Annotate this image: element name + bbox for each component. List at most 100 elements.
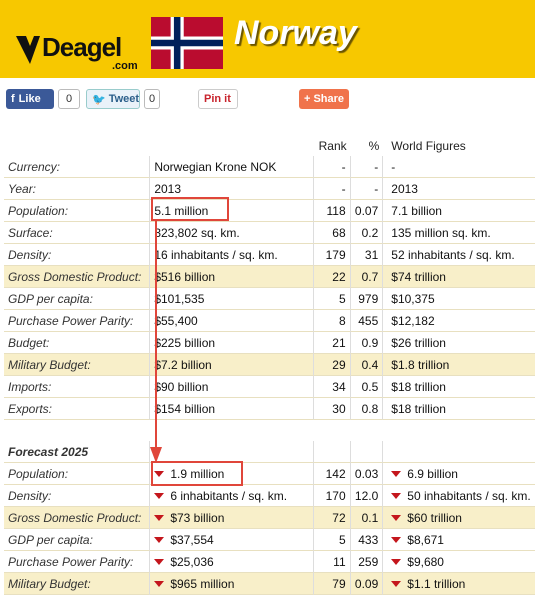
row-percent: -: [350, 156, 384, 178]
facebook-like-count: 0: [58, 89, 80, 109]
row-rank: 68: [314, 222, 351, 244]
row-rank: 5: [314, 288, 351, 310]
down-arrow-annotation: [150, 221, 162, 463]
row-label: GDP per capita:: [4, 529, 151, 551]
row-rank: 30: [314, 398, 351, 420]
row-rank: 21: [314, 332, 351, 354]
table-header-row: Rank % World Figures: [4, 135, 535, 156]
table-row: Population: 1.9 million 142 0.03 6.9 billion: [4, 463, 535, 485]
table-row: Gross Domestic Product: $516 billion 22 0.7…: [4, 266, 535, 288]
down-triangle-icon: [391, 493, 402, 500]
row-percent: -: [350, 178, 384, 200]
row-world-figure: $74 trillion: [383, 266, 535, 288]
row-label: Purchase Power Parity:: [4, 551, 151, 573]
row-label: Population:: [4, 200, 151, 222]
table-row: Budget: $225 billion 21 0.9 $26 trillion: [4, 332, 535, 354]
logo-text: Deagel: [42, 32, 122, 62]
down-triangle-icon: [391, 471, 402, 478]
down-triangle-icon: [391, 581, 402, 588]
table-row: Gross Domestic Product: $73 billion 72 0.1 $…: [4, 507, 535, 529]
row-world-figure: 2013: [383, 178, 535, 200]
share-button[interactable]: + Share: [299, 89, 349, 109]
row-percent: 31: [350, 244, 384, 266]
table-row: GDP per capita: $101,535 5 979 $10,375: [4, 288, 535, 310]
row-percent: 259: [350, 551, 384, 573]
row-value: Norwegian Krone NOK: [150, 156, 315, 178]
down-triangle-icon: [391, 515, 402, 522]
rank-column-header: Rank: [318, 138, 347, 153]
table-row: Year: 2013- -2013: [4, 178, 535, 200]
row-value: $90 billion: [150, 376, 315, 398]
table-row: Purchase Power Parity: $55,400 8 455 $12,182: [4, 310, 535, 332]
row-rank: 170: [314, 485, 351, 507]
row-label: Military Budget:: [4, 354, 151, 376]
down-triangle-icon: [154, 581, 165, 588]
row-label: Surface:: [4, 222, 151, 244]
row-rank: 22: [314, 266, 351, 288]
row-world-figure: $9,680: [383, 551, 535, 573]
row-value: 6 inhabitants / sq. km.: [150, 485, 315, 507]
table-row: Surface: 323,802 sq. km. 68 0.2 135 million …: [4, 222, 535, 244]
table-row: Currency: Norwegian Krone NOK - - -: [4, 156, 535, 178]
table-row: Population: 5.1 million 118 0.07 7.1 billion: [4, 200, 535, 222]
row-world-figure: $18 trillion: [383, 398, 535, 420]
row-label: GDP per capita:: [4, 288, 151, 310]
row-label: Exports:: [4, 398, 151, 420]
down-triangle-icon: [154, 559, 165, 566]
tweet-button[interactable]: 🐦 Tweet: [86, 89, 140, 109]
facebook-like-button[interactable]: f Like: [6, 89, 54, 109]
row-rank: 29: [314, 354, 351, 376]
row-value: $101,535: [150, 288, 315, 310]
row-rank: 34: [314, 376, 351, 398]
forecast-population-highlight-box: [151, 461, 243, 486]
row-rank: 79: [314, 573, 351, 595]
row-rank: 179: [314, 244, 351, 266]
down-triangle-icon: [154, 493, 165, 500]
down-triangle-icon: [154, 471, 165, 478]
row-value: $7.2 billion: [150, 354, 315, 376]
world-figures-column-header: World Figures: [391, 138, 466, 153]
row-label: Purchase Power Parity:: [4, 310, 151, 332]
row-label: Military Budget:: [4, 573, 151, 595]
table-row: Exports: $154 billion 30 0.8 $18 trillion: [4, 398, 535, 420]
row-label: Imports:: [4, 376, 151, 398]
row-world-figure: $8,671: [383, 529, 535, 551]
row-value: $225 billion: [150, 332, 315, 354]
row-value: 2013: [150, 178, 315, 200]
row-world-figure: $18 trillion: [383, 376, 535, 398]
row-rank: -: [314, 178, 351, 200]
row-percent: 0.8: [350, 398, 384, 420]
tweet-count: 0: [144, 89, 160, 109]
row-value: 16 inhabitants / sq. km.: [150, 244, 315, 266]
row-world-figure: $12,182: [383, 310, 535, 332]
row-rank: 11: [314, 551, 351, 573]
row-percent: 0.4: [350, 354, 384, 376]
table-row: Density: 16 inhabitants / sq. km. 179 31 52 …: [4, 244, 535, 266]
row-percent: 979: [350, 288, 384, 310]
deagel-logo[interactable]: Deagel .com: [16, 30, 146, 76]
row-value: $73 billion: [150, 507, 315, 529]
row-world-figure: 135 million sq. km.: [383, 222, 535, 244]
row-percent: 0.2: [350, 222, 384, 244]
plus-icon: +: [304, 93, 311, 105]
forecast-title: Forecast 2025: [4, 441, 151, 463]
row-label: Gross Domestic Product:: [4, 266, 151, 288]
row-rank: 8: [314, 310, 351, 332]
row-value: $55,400: [150, 310, 315, 332]
row-percent: 0.03: [350, 463, 384, 485]
pinterest-button[interactable]: Pin it: [198, 89, 238, 109]
table-row: Imports: $90 billion 34 0.5 $18 trillion: [4, 376, 535, 398]
table-row: Military Budget: $965 million 79 0.09 $1.1 t…: [4, 573, 535, 595]
row-percent: 0.7: [350, 266, 384, 288]
twitter-icon: 🐦: [92, 93, 106, 106]
row-value: 5.1 million: [150, 200, 315, 222]
row-world-figure: $10,375: [383, 288, 535, 310]
row-value: $37,554: [150, 529, 315, 551]
row-world-figure: 6.9 billion: [383, 463, 535, 485]
row-percent: 455: [350, 310, 384, 332]
row-value: $516 billion: [150, 266, 315, 288]
logo-wing-icon: [16, 36, 40, 64]
row-rank: 72: [314, 507, 351, 529]
row-world-figure: $60 trillion: [383, 507, 535, 529]
row-rank: 5: [314, 529, 351, 551]
